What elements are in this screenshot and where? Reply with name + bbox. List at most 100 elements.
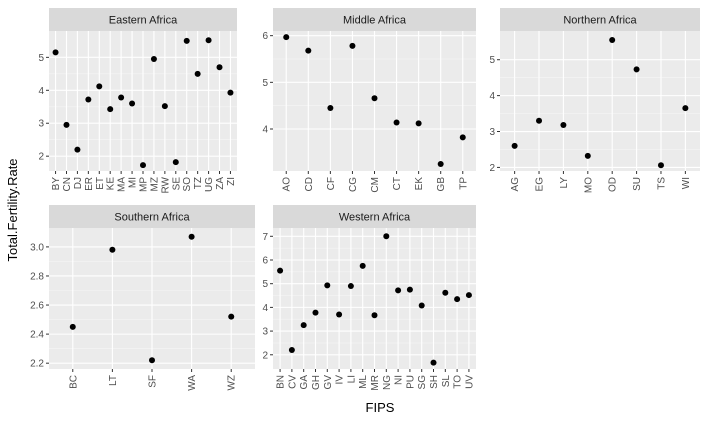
data-point [371,312,378,319]
y-tick-label: 3 [38,119,44,130]
data-point [560,122,567,129]
data-point [288,347,295,354]
y-tick-label: 5 [489,55,495,66]
x-tick-label: LY [559,177,570,189]
data-point [150,56,157,62]
data-point [305,47,312,54]
data-point [277,267,284,274]
data-point [183,37,190,44]
data-point [205,37,212,44]
data-point [140,162,146,169]
y-tick-label: 2.4 [30,330,44,341]
facet-panel: Southern Africa 2.2 2.4 2.6 2.8 3.0 BC LT SF WA WZ [30,205,255,391]
y-tick-label: 4 [262,303,268,314]
data-point [349,42,356,49]
x-tick-label: TO [453,375,464,389]
x-tick-label: ZA [215,177,226,190]
data-point [415,120,422,127]
data-point [109,246,116,253]
x-tick-label: CF [326,177,337,190]
y-tick-label: 5 [262,78,268,89]
data-point [69,323,76,330]
facet-panels: Eastern Africa 2 3 4 5 BY CN DJ ER ET KE MA MI MP MZ RW… [30,8,700,391]
x-tick-label: ET [95,177,106,190]
x-tick-label: CM [370,177,381,193]
x-tick-label: CV [287,375,298,389]
y-tick-label: 6 [262,255,268,266]
x-tick-label: GB [436,177,447,192]
x-tick-label: MA [117,177,128,192]
x-tick-label: GV [323,375,334,390]
y-tick-label: 3 [489,127,495,138]
data-point [657,162,664,169]
data-point [161,103,168,110]
y-tick-label: 7 [262,232,268,243]
data-point [52,49,59,56]
x-tick-label: WA [187,375,198,391]
data-point [324,282,331,289]
x-tick-label: WZ [227,375,238,391]
x-tick-label: CT [392,177,403,190]
data-point [609,36,616,43]
data-point [584,152,591,159]
x-tick-label: RW [160,176,171,193]
x-tick-label: CG [348,177,359,192]
x-tick-label: SF [148,375,159,388]
panel-background [500,31,700,171]
x-tick-label: OD [608,177,619,192]
data-point [430,359,437,366]
data-point [437,161,444,167]
x-tick-label: TP [458,177,469,190]
facet-strip-label: Eastern Africa [109,15,178,27]
x-tick-label: NG [382,375,393,390]
data-point [118,94,125,101]
x-tick-label: TZ [193,177,204,189]
data-point [327,105,334,111]
x-tick-label: AO [282,177,293,192]
data-point [172,159,179,166]
x-tick-label: EK [414,177,425,191]
x-tick-label: SH [429,375,440,389]
data-point [454,296,461,303]
y-tick-label: 2 [262,350,268,361]
facet-strip-label: Western Africa [339,212,411,224]
x-tick-label: ML [358,375,369,389]
x-tick-label: CD [304,177,315,191]
x-tick-label: LT [108,375,119,386]
x-tick-label: LI [346,375,357,383]
y-tick-label: 3.0 [30,242,44,253]
x-tick-label: MR [370,375,381,391]
x-tick-label: NI [394,375,405,385]
x-tick-label: MP [139,177,150,192]
x-tick-label: IV [335,375,346,385]
y-tick-label: 2.2 [30,359,44,370]
y-tick-label: 2.8 [30,271,44,282]
x-tick-label: AG [510,177,521,192]
facet-strip-label: Northern Africa [563,15,637,27]
data-point [129,100,136,107]
data-point [312,309,319,316]
x-tick-label: SG [417,375,428,390]
data-point [511,142,518,149]
data-point [107,106,114,113]
facet-strip [273,8,476,31]
x-tick-label: GH [311,375,322,390]
data-point [194,70,201,77]
facet-panel: Middle Africa 4 5 6 AO CD CF CG CM CT EK GB TP [262,8,476,193]
x-tick-label: BY [51,177,62,191]
data-point [383,233,390,240]
data-point [406,286,413,293]
data-point [336,311,343,318]
x-tick-label: MI [128,177,139,188]
data-point [149,357,155,364]
facet-panel: Eastern Africa 2 3 4 5 BY CN DJ ER ET KE MA MI MP MZ RW… [38,8,237,193]
y-tick-label: 2.6 [30,301,44,312]
facet-strip [273,205,476,228]
data-point [63,121,70,128]
data-point [359,262,366,269]
y-tick-label: 5 [38,53,44,64]
facet-strip-label: Middle Africa [343,15,407,27]
x-tick-label: SO [182,177,193,192]
x-tick-label: TS [656,177,667,190]
